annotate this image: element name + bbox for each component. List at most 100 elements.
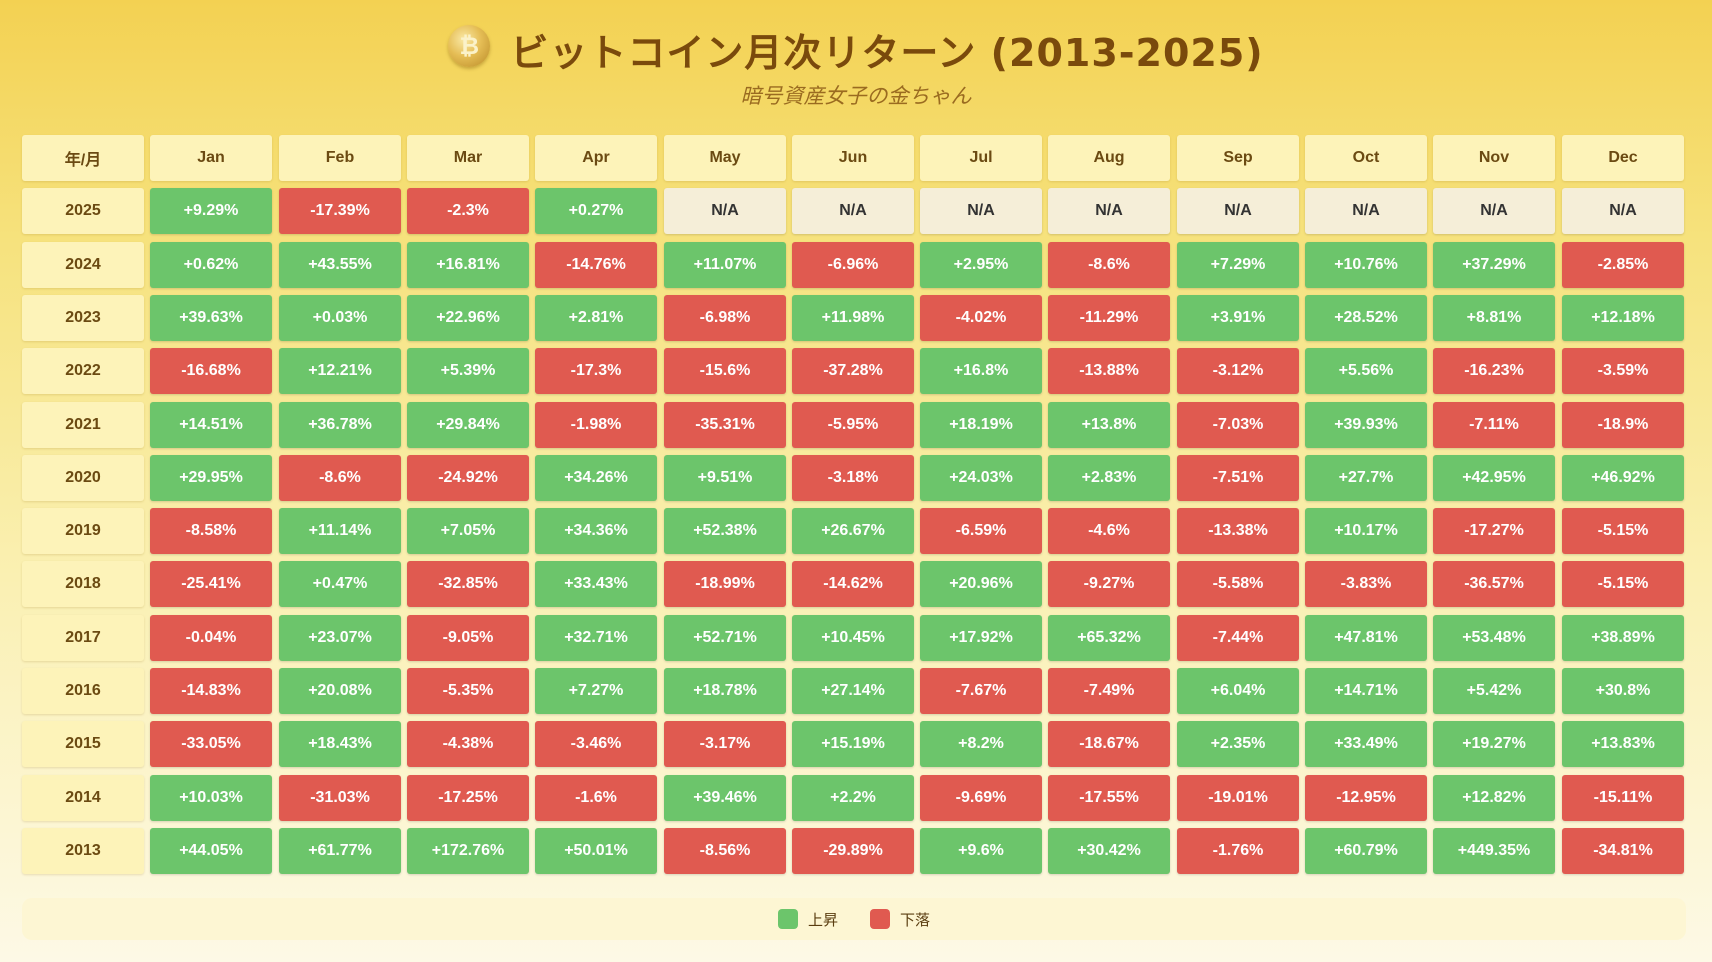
return-cell-2018-nov: -36.57% (1433, 561, 1555, 607)
return-cell-2017-nov: +53.48% (1433, 615, 1555, 661)
return-cell-2017-may: +52.71% (664, 615, 786, 661)
month-header-feb: Feb (279, 135, 401, 181)
return-cell-2018-sep: -5.58% (1177, 561, 1299, 607)
return-cell-2018-feb: +0.47% (279, 561, 401, 607)
return-cell-2016-jan: -14.83% (150, 668, 272, 714)
return-cell-2024-dec: -2.85% (1562, 242, 1684, 288)
month-header-sep: Sep (1177, 135, 1299, 181)
return-cell-2021-sep: -7.03% (1177, 402, 1299, 448)
return-cell-2021-jun: -5.95% (792, 402, 914, 448)
return-cell-2020-may: +9.51% (664, 455, 786, 501)
return-cell-2023-jun: +11.98% (792, 295, 914, 341)
return-cell-2014-may: +39.46% (664, 775, 786, 821)
return-cell-2016-aug: -7.49% (1048, 668, 1170, 714)
return-cell-2013-feb: +61.77% (279, 828, 401, 874)
return-cell-2016-may: +18.78% (664, 668, 786, 714)
return-cell-2015-may: -3.17% (664, 721, 786, 767)
month-header-nov: Nov (1433, 135, 1555, 181)
return-cell-2019-nov: -17.27% (1433, 508, 1555, 554)
return-cell-2017-apr: +32.71% (535, 615, 657, 661)
legend: 上昇 下落 (22, 898, 1686, 940)
return-cell-2017-jun: +10.45% (792, 615, 914, 661)
year-label-2025: 2025 (22, 188, 144, 234)
return-cell-2014-dec: -15.11% (1562, 775, 1684, 821)
month-header-jan: Jan (150, 135, 272, 181)
return-cell-2018-oct: -3.83% (1305, 561, 1427, 607)
year-label-2024: 2024 (22, 242, 144, 288)
month-header-aug: Aug (1048, 135, 1170, 181)
year-label-2021: 2021 (22, 402, 144, 448)
return-cell-2023-feb: +0.03% (279, 295, 401, 341)
return-cell-2021-aug: +13.8% (1048, 402, 1170, 448)
return-cell-2024-jun: -6.96% (792, 242, 914, 288)
return-cell-2017-jan: -0.04% (150, 615, 272, 661)
return-cell-2017-oct: +47.81% (1305, 615, 1427, 661)
year-label-2013: 2013 (22, 828, 144, 874)
table-corner-label: 年/月 (22, 135, 144, 181)
return-cell-2019-feb: +11.14% (279, 508, 401, 554)
return-cell-2019-aug: -4.6% (1048, 508, 1170, 554)
return-cell-2014-mar: -17.25% (407, 775, 529, 821)
year-label-2019: 2019 (22, 508, 144, 554)
return-cell-2018-aug: -9.27% (1048, 561, 1170, 607)
return-cell-2013-dec: -34.81% (1562, 828, 1684, 874)
return-cell-2020-apr: +34.26% (535, 455, 657, 501)
return-cell-2018-apr: +33.43% (535, 561, 657, 607)
return-cell-2022-may: -15.6% (664, 348, 786, 394)
return-cell-2020-sep: -7.51% (1177, 455, 1299, 501)
month-header-jul: Jul (920, 135, 1042, 181)
return-cell-2022-sep: -3.12% (1177, 348, 1299, 394)
year-label-2020: 2020 (22, 455, 144, 501)
return-cell-2025-nov: N/A (1433, 188, 1555, 234)
return-cell-2025-mar: -2.3% (407, 188, 529, 234)
return-cell-2024-may: +11.07% (664, 242, 786, 288)
return-cell-2018-dec: -5.15% (1562, 561, 1684, 607)
return-cell-2023-jul: -4.02% (920, 295, 1042, 341)
return-cell-2015-oct: +33.49% (1305, 721, 1427, 767)
return-cell-2018-jan: -25.41% (150, 561, 272, 607)
legend-item-up: 上昇 (777, 909, 838, 930)
month-header-mar: Mar (407, 135, 529, 181)
return-cell-2022-jun: -37.28% (792, 348, 914, 394)
return-cell-2019-apr: +34.36% (535, 508, 657, 554)
return-cell-2020-aug: +2.83% (1048, 455, 1170, 501)
return-cell-2016-feb: +20.08% (279, 668, 401, 714)
return-cell-2014-jul: -9.69% (920, 775, 1042, 821)
return-cell-2013-may: -8.56% (664, 828, 786, 874)
return-cell-2015-jan: -33.05% (150, 721, 272, 767)
return-cell-2023-nov: +8.81% (1433, 295, 1555, 341)
return-cell-2020-mar: -24.92% (407, 455, 529, 501)
return-cell-2017-jul: +17.92% (920, 615, 1042, 661)
legend-label-down: 下落 (900, 910, 931, 929)
return-cell-2018-jul: +20.96% (920, 561, 1042, 607)
month-header-may: May (664, 135, 786, 181)
return-cell-2021-oct: +39.93% (1305, 402, 1427, 448)
return-cell-2017-sep: -7.44% (1177, 615, 1299, 661)
return-cell-2014-oct: -12.95% (1305, 775, 1427, 821)
year-label-2014: 2014 (22, 775, 144, 821)
return-cell-2013-jul: +9.6% (920, 828, 1042, 874)
return-cell-2023-apr: +2.81% (535, 295, 657, 341)
return-cell-2014-jun: +2.2% (792, 775, 914, 821)
return-cell-2015-dec: +13.83% (1562, 721, 1684, 767)
month-header-jun: Jun (792, 135, 914, 181)
return-cell-2013-oct: +60.79% (1305, 828, 1427, 874)
return-cell-2015-mar: -4.38% (407, 721, 529, 767)
return-cell-2022-nov: -16.23% (1433, 348, 1555, 394)
return-cell-2017-aug: +65.32% (1048, 615, 1170, 661)
monthly-returns-table: 年/月 Jan Feb Mar Apr May Jun Jul Aug Sep Oct Nov Dec 2… (22, 135, 1684, 874)
return-cell-2016-apr: +7.27% (535, 668, 657, 714)
return-cell-2022-aug: -13.88% (1048, 348, 1170, 394)
return-cell-2014-aug: -17.55% (1048, 775, 1170, 821)
return-cell-2021-dec: -18.9% (1562, 402, 1684, 448)
legend-swatch-up (777, 909, 798, 929)
return-cell-2016-jul: -7.67% (920, 668, 1042, 714)
return-cell-2018-jun: -14.62% (792, 561, 914, 607)
return-cell-2014-sep: -19.01% (1177, 775, 1299, 821)
return-cell-2021-nov: -7.11% (1433, 402, 1555, 448)
return-cell-2016-mar: -5.35% (407, 668, 529, 714)
return-cell-2016-oct: +14.71% (1305, 668, 1427, 714)
return-cell-2021-feb: +36.78% (279, 402, 401, 448)
return-cell-2015-nov: +19.27% (1433, 721, 1555, 767)
return-cell-2014-jan: +10.03% (150, 775, 272, 821)
